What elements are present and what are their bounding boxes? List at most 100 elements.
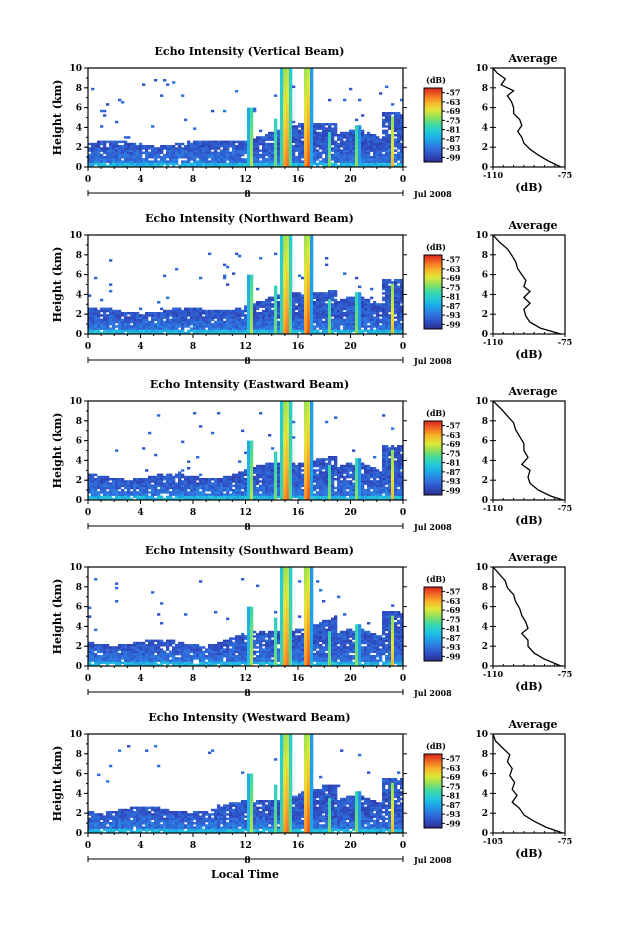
heatmap-cell — [235, 160, 239, 163]
heatmap-cell — [181, 312, 185, 315]
heatmap-cell — [178, 318, 182, 322]
heatmap-cell — [160, 323, 164, 326]
heatmap-cell — [280, 323, 284, 326]
heatmap-cell — [274, 329, 278, 333]
heatmap-cell — [169, 156, 173, 159]
heatmap-cell — [127, 486, 131, 490]
heatmap-cell — [109, 160, 113, 163]
heatmap-cell — [223, 162, 227, 166]
heatmap-cell — [382, 162, 386, 166]
heatmap-cell — [241, 164, 245, 168]
heatmap-cell — [397, 318, 401, 322]
heatmap-cell — [166, 316, 170, 319]
heatmap-cell — [304, 246, 308, 249]
heatmap-cell — [274, 127, 278, 130]
heatmap-cell — [352, 307, 356, 311]
heatmap-cell — [208, 149, 212, 152]
heatmap-cell — [214, 495, 218, 499]
heatmap-cell — [283, 241, 287, 245]
heatmap-cell — [391, 134, 395, 137]
heatmap-cell — [112, 484, 116, 488]
heatmap-cell — [331, 331, 335, 335]
heatmap-cell — [259, 323, 263, 326]
heatmap-cell — [358, 294, 362, 297]
heatmap-cell — [307, 123, 311, 126]
heatmap-cell — [151, 497, 155, 501]
heatmap-cell — [205, 484, 209, 488]
heatmap-cell — [343, 272, 347, 275]
heatmap-cell — [301, 316, 305, 319]
heatmap-cell — [295, 129, 299, 133]
heatmap-cell — [340, 489, 344, 492]
heatmap-cell — [268, 164, 272, 168]
heatmap-cell — [310, 475, 314, 479]
heatmap-cell — [205, 482, 209, 485]
heatmap-cell — [247, 147, 251, 150]
heatmap-cell — [301, 303, 305, 306]
heatmap-cell — [283, 279, 287, 282]
heatmap-cell — [136, 151, 140, 155]
heatmap-cell — [361, 129, 365, 133]
heatmap-cell — [127, 158, 131, 161]
heatmap-cell — [292, 471, 296, 474]
heatmap-cell — [187, 307, 191, 311]
heatmap-cell — [397, 281, 401, 284]
heatmap-cell — [343, 469, 347, 472]
heatmap-cell — [313, 131, 317, 135]
heatmap-cell — [352, 142, 356, 146]
heatmap-cell — [247, 316, 251, 319]
heatmap-cell — [304, 149, 308, 152]
heatmap-cell — [367, 305, 371, 308]
heatmap-cell — [202, 489, 206, 492]
heatmap-cell — [190, 495, 194, 499]
heatmap-cell — [103, 149, 107, 152]
heatmap-cell — [235, 482, 239, 485]
heatmap-cell — [127, 489, 131, 492]
heatmap-cell — [334, 320, 338, 324]
heatmap-cell — [274, 318, 278, 322]
heatmap-cell — [355, 140, 359, 144]
heatmap-cell — [205, 325, 209, 328]
heatmap-cell — [334, 160, 338, 163]
heatmap-cell — [268, 489, 272, 492]
heatmap-cell — [244, 307, 248, 311]
heatmap-cell — [223, 329, 227, 333]
heatmap-cell — [283, 409, 287, 413]
heatmap-cell — [385, 153, 389, 157]
heatmap-cell — [283, 134, 287, 137]
heatmap-cell — [277, 473, 281, 477]
heatmap-cell — [331, 294, 335, 297]
heatmap-cell — [235, 325, 239, 328]
heatmap-cell — [388, 314, 392, 317]
heatmap-cell — [253, 469, 257, 472]
heatmap-cell — [340, 331, 344, 335]
heatmap-cell — [262, 314, 266, 317]
heatmap-cell — [385, 318, 389, 322]
heatmap-cell — [136, 149, 140, 152]
heatmap-cell — [298, 303, 302, 306]
heatmap-cell — [163, 329, 167, 333]
heatmap-cell — [97, 158, 101, 161]
heatmap-cell — [364, 134, 368, 137]
heatmap-cell — [352, 303, 356, 306]
heatmap-cell — [292, 147, 296, 150]
heatmap-cell — [304, 81, 308, 84]
heatmap-cell — [337, 329, 341, 333]
heatmap-cell — [250, 495, 254, 499]
heatmap-cell — [289, 241, 293, 245]
heatmap-cell — [247, 145, 251, 148]
heatmap-cell — [343, 162, 347, 166]
x-tick-label: 20 — [344, 342, 357, 352]
heatmap-cell — [133, 327, 137, 330]
heatmap-cell — [289, 467, 293, 470]
heatmap-cell — [199, 320, 203, 324]
heatmap-cell — [379, 309, 383, 313]
heatmap-cell — [112, 497, 116, 501]
heatmap-cell — [352, 314, 356, 317]
heatmap-cell — [382, 158, 386, 161]
heatmap-cell — [286, 301, 290, 304]
heatmap-cell — [106, 147, 110, 150]
heatmap-cell — [340, 149, 344, 152]
heatmap-cell — [397, 123, 401, 126]
heatmap-cell — [289, 482, 293, 485]
